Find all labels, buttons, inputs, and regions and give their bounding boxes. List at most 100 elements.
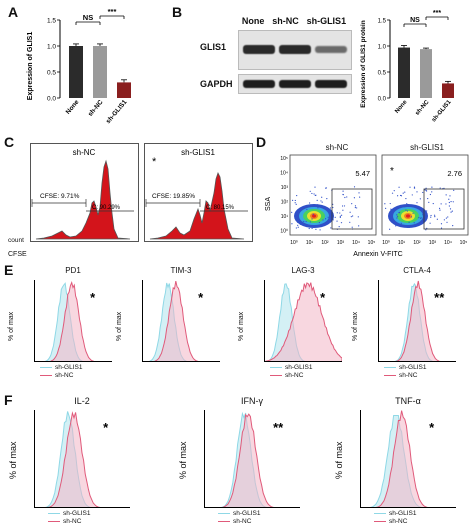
d-x-tick-label: 10⁴	[444, 240, 452, 246]
event-dot	[431, 191, 433, 193]
legend-item-sh-nc: sh-NC	[384, 372, 426, 380]
event-dot	[426, 210, 428, 212]
histogram-plot: **	[378, 280, 456, 362]
d-x-tick-label: 10⁵	[368, 240, 376, 246]
event-dot	[418, 217, 420, 219]
event-dot	[389, 228, 391, 230]
percent-of-max-label: % of max	[334, 441, 344, 479]
histogram-sh-nc	[204, 413, 300, 508]
event-dot	[408, 221, 410, 223]
event-dot	[317, 207, 319, 209]
event-dot	[451, 210, 453, 212]
event-dot	[306, 208, 308, 211]
event-dot	[405, 209, 407, 211]
panel-letter-d: D	[256, 134, 267, 150]
event-dot	[346, 196, 348, 198]
event-dot	[404, 191, 406, 193]
marker-title: IFN-γ	[241, 396, 263, 406]
event-dot	[408, 226, 411, 228]
event-dot	[416, 191, 418, 193]
panel-b-xlabels: None sh-NC sh-GLIS1	[394, 99, 453, 124]
significance-star: **	[434, 290, 445, 305]
x-tick-label: sh-GLIS1	[105, 99, 129, 126]
event-dot	[294, 202, 296, 204]
panel-d-ylabel: SSA	[265, 197, 272, 211]
histogram-sh-nc	[264, 282, 342, 362]
d-y-tick-label: 10⁰	[280, 229, 288, 235]
event-dot	[356, 207, 358, 209]
blot-header-sh-glis1: sh-GLIS1	[306, 16, 347, 26]
event-dot	[406, 203, 408, 205]
histogram-sh-nc	[34, 281, 112, 362]
histogram-panel-ctla-4: CTLA-4 % of max ** sh-GLIS1 sh-NC	[352, 266, 456, 386]
y-tick-label: 1.0	[378, 45, 387, 51]
marker-title: CTLA-4	[403, 266, 431, 275]
event-dot	[410, 216, 413, 218]
histogram-plot: *	[34, 280, 112, 362]
panel-d-yticks: 10⁵ 10⁴ 10³ 10² 10¹ 10⁰	[280, 156, 288, 235]
histogram-red-sh-glis1	[149, 171, 245, 240]
d-x-tick-label: 10⁰	[382, 240, 390, 246]
significance-star: **	[273, 420, 284, 435]
event-dot	[400, 222, 402, 224]
event-dot	[453, 189, 455, 191]
panel-c-title-sh-nc: sh-NC	[73, 148, 96, 157]
event-dot	[318, 221, 320, 224]
event-dot	[294, 199, 296, 202]
event-dot	[352, 215, 354, 217]
significance-star: *	[320, 290, 326, 305]
blot-glis1-membrane	[238, 30, 352, 70]
event-dot	[359, 196, 361, 198]
x-tick-label: None	[65, 98, 81, 115]
event-dot	[336, 220, 338, 222]
event-dot	[358, 225, 360, 227]
d-x-tick-label: 10⁴	[352, 240, 360, 246]
panel-d-star: *	[390, 166, 394, 177]
significance-star: *	[103, 420, 109, 435]
legend-label: sh-GLIS1	[389, 510, 417, 517]
legend-label: sh-NC	[63, 518, 82, 525]
histogram-panel-lag-3: LAG-3 % of max * sh-GLIS1 sh-NC	[238, 266, 342, 386]
legend-label: sh-NC	[285, 372, 304, 379]
event-dot	[303, 220, 305, 223]
event-dot	[341, 205, 344, 207]
event-dot	[320, 200, 322, 202]
legend-label: sh-GLIS1	[285, 364, 313, 371]
legend-item-sh-nc: sh-NC	[374, 518, 416, 526]
significance-star: *	[429, 420, 435, 435]
c-label-sh-nc: C: 90.29%	[92, 205, 121, 211]
histogram-legend: sh-GLIS1 sh-NC	[374, 510, 416, 526]
blot-band-gapdh-shnc	[279, 80, 311, 88]
y-tick-label: 0.0	[47, 96, 56, 103]
x-tick-label: sh-NC	[87, 99, 105, 118]
event-dot	[313, 193, 315, 195]
significance-label: ***	[108, 7, 117, 16]
panel-c-xlabel: CFSE	[8, 251, 27, 258]
event-dot	[336, 212, 338, 214]
panel-b-ylabel: Expression of GLIS1 protein	[360, 20, 367, 107]
event-dot	[343, 205, 346, 207]
legend-label: sh-NC	[55, 372, 74, 379]
event-dot	[339, 212, 341, 214]
event-dot	[424, 189, 426, 191]
panel-c-title-sh-glis1: sh-GLIS1	[181, 148, 215, 157]
blot-gapdh-membrane	[238, 74, 352, 94]
panel-b-bars	[398, 45, 454, 98]
event-dot	[411, 194, 413, 196]
event-dot	[322, 205, 324, 207]
density-ring	[312, 214, 316, 218]
y-tick-label: 1.5	[47, 18, 56, 25]
event-dot	[429, 193, 431, 196]
event-dot	[357, 216, 359, 218]
event-dot	[325, 187, 327, 189]
event-dot	[309, 221, 311, 223]
event-dot	[416, 202, 418, 204]
percent-of-max-label: % of max	[8, 441, 18, 479]
event-dot	[299, 223, 302, 225]
panel-d-xticks: 10⁰ 10¹ 10² 10³ 10⁴ 10⁵ 10⁰ 10¹ 10² 10³ 10⁴ 10⁵	[290, 240, 467, 246]
panel-a-axis: 0.0 0.5 1.0 1.5	[47, 18, 61, 103]
event-dot	[430, 214, 432, 217]
event-dot	[297, 224, 299, 226]
y-tick-label: 0.0	[378, 97, 387, 103]
event-dot	[295, 227, 297, 229]
